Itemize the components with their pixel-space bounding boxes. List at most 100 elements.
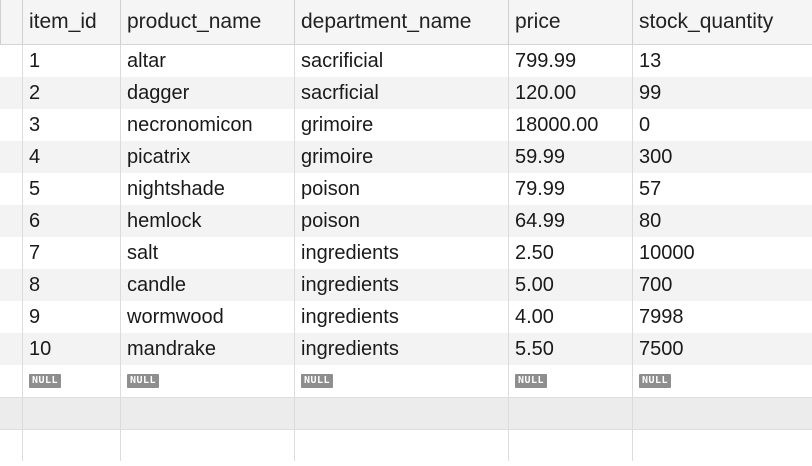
empty-cell: [508, 430, 632, 461]
null-badge: NULL: [29, 373, 62, 388]
empty-cell: [22, 398, 120, 429]
row-gutter: [0, 301, 22, 333]
cell-stock-quantity[interactable]: 57: [632, 173, 812, 205]
cell-price[interactable]: 5.00: [508, 269, 632, 301]
table-row[interactable]: 10 mandrake ingredients 5.50 7500: [0, 333, 812, 365]
cell-price[interactable]: 4.00: [508, 301, 632, 333]
cell-item-id[interactable]: 1: [22, 45, 120, 77]
cell-product-name[interactable]: picatrix: [120, 141, 294, 173]
table-body: 1 altar sacrificial 799.99 13 2 dagger sacrfici…: [0, 45, 812, 365]
cell-product-name[interactable]: wormwood: [120, 301, 294, 333]
empty-row: [0, 429, 812, 461]
cell-product-name[interactable]: altar: [120, 45, 294, 77]
column-header-item-id[interactable]: item_id: [22, 0, 120, 44]
table-row[interactable]: 6 hemlock poison 64.99 80: [0, 205, 812, 237]
empty-cell: [22, 430, 120, 461]
empty-cell: [120, 398, 294, 429]
null-badge: NULL: [515, 373, 548, 388]
cell-item-id[interactable]: 6: [22, 205, 120, 237]
cell-department-name[interactable]: grimoire: [294, 141, 508, 173]
cell-item-id[interactable]: 10: [22, 333, 120, 365]
null-cell[interactable]: NULL: [120, 365, 294, 397]
cell-stock-quantity[interactable]: 700: [632, 269, 812, 301]
new-row-placeholder[interactable]: NULL NULL NULL NULL NULL: [0, 365, 812, 397]
cell-stock-quantity[interactable]: 300: [632, 141, 812, 173]
row-gutter: [0, 333, 22, 365]
cell-department-name[interactable]: poison: [294, 205, 508, 237]
cell-product-name[interactable]: salt: [120, 237, 294, 269]
empty-cell: [632, 398, 812, 429]
cell-price[interactable]: 799.99: [508, 45, 632, 77]
cell-item-id[interactable]: 9: [22, 301, 120, 333]
column-header-stock-quantity[interactable]: stock_quantity: [632, 0, 812, 44]
row-gutter: [0, 141, 22, 173]
cell-department-name[interactable]: grimoire: [294, 109, 508, 141]
table-row[interactable]: 5 nightshade poison 79.99 57: [0, 173, 812, 205]
null-badge: NULL: [127, 373, 160, 388]
cell-product-name[interactable]: hemlock: [120, 205, 294, 237]
row-gutter: [0, 173, 22, 205]
cell-price[interactable]: 64.99: [508, 205, 632, 237]
cell-product-name[interactable]: mandrake: [120, 333, 294, 365]
table-row[interactable]: 4 picatrix grimoire 59.99 300: [0, 141, 812, 173]
cell-product-name[interactable]: necronomicon: [120, 109, 294, 141]
null-cell[interactable]: NULL: [508, 365, 632, 397]
cell-department-name[interactable]: ingredients: [294, 333, 508, 365]
cell-price[interactable]: 5.50: [508, 333, 632, 365]
cell-product-name[interactable]: dagger: [120, 77, 294, 109]
column-header-product-name[interactable]: product_name: [120, 0, 294, 44]
cell-item-id[interactable]: 7: [22, 237, 120, 269]
row-gutter: [0, 430, 22, 461]
row-gutter: [0, 45, 22, 77]
cell-price[interactable]: 2.50: [508, 237, 632, 269]
cell-item-id[interactable]: 5: [22, 173, 120, 205]
empty-cell: [294, 398, 508, 429]
row-gutter-header: [0, 0, 22, 44]
table-row[interactable]: 8 candle ingredients 5.00 700: [0, 269, 812, 301]
cell-stock-quantity[interactable]: 0: [632, 109, 812, 141]
table-row[interactable]: 1 altar sacrificial 799.99 13: [0, 45, 812, 77]
row-gutter: [0, 398, 22, 429]
cell-stock-quantity[interactable]: 80: [632, 205, 812, 237]
cell-department-name[interactable]: ingredients: [294, 301, 508, 333]
cell-product-name[interactable]: nightshade: [120, 173, 294, 205]
cell-department-name[interactable]: ingredients: [294, 237, 508, 269]
cell-item-id[interactable]: 4: [22, 141, 120, 173]
cell-department-name[interactable]: sacrficial: [294, 77, 508, 109]
column-header-price[interactable]: price: [508, 0, 632, 44]
cell-stock-quantity[interactable]: 7500: [632, 333, 812, 365]
cell-stock-quantity[interactable]: 7998: [632, 301, 812, 333]
row-gutter: [0, 269, 22, 301]
cell-price[interactable]: 59.99: [508, 141, 632, 173]
null-cell[interactable]: NULL: [22, 365, 120, 397]
empty-cell: [294, 430, 508, 461]
cell-item-id[interactable]: 3: [22, 109, 120, 141]
cell-item-id[interactable]: 8: [22, 269, 120, 301]
table-row[interactable]: 7 salt ingredients 2.50 10000: [0, 237, 812, 269]
row-gutter: [0, 365, 22, 397]
table-row[interactable]: 9 wormwood ingredients 4.00 7998: [0, 301, 812, 333]
empty-cell: [632, 430, 812, 461]
cell-stock-quantity[interactable]: 99: [632, 77, 812, 109]
null-badge: NULL: [301, 373, 334, 388]
column-header-department-name[interactable]: department_name: [294, 0, 508, 44]
row-gutter: [0, 205, 22, 237]
cell-price[interactable]: 120.00: [508, 77, 632, 109]
null-cell[interactable]: NULL: [294, 365, 508, 397]
empty-cell: [120, 430, 294, 461]
cell-department-name[interactable]: poison: [294, 173, 508, 205]
cell-product-name[interactable]: candle: [120, 269, 294, 301]
table-row[interactable]: 3 necronomicon grimoire 18000.00 0: [0, 109, 812, 141]
empty-row: [0, 397, 812, 429]
cell-stock-quantity[interactable]: 13: [632, 45, 812, 77]
cell-department-name[interactable]: ingredients: [294, 269, 508, 301]
cell-price[interactable]: 79.99: [508, 173, 632, 205]
table-row[interactable]: 2 dagger sacrficial 120.00 99: [0, 77, 812, 109]
cell-item-id[interactable]: 2: [22, 77, 120, 109]
null-cell[interactable]: NULL: [632, 365, 812, 397]
cell-price[interactable]: 18000.00: [508, 109, 632, 141]
cell-stock-quantity[interactable]: 10000: [632, 237, 812, 269]
empty-cell: [508, 398, 632, 429]
cell-department-name[interactable]: sacrificial: [294, 45, 508, 77]
